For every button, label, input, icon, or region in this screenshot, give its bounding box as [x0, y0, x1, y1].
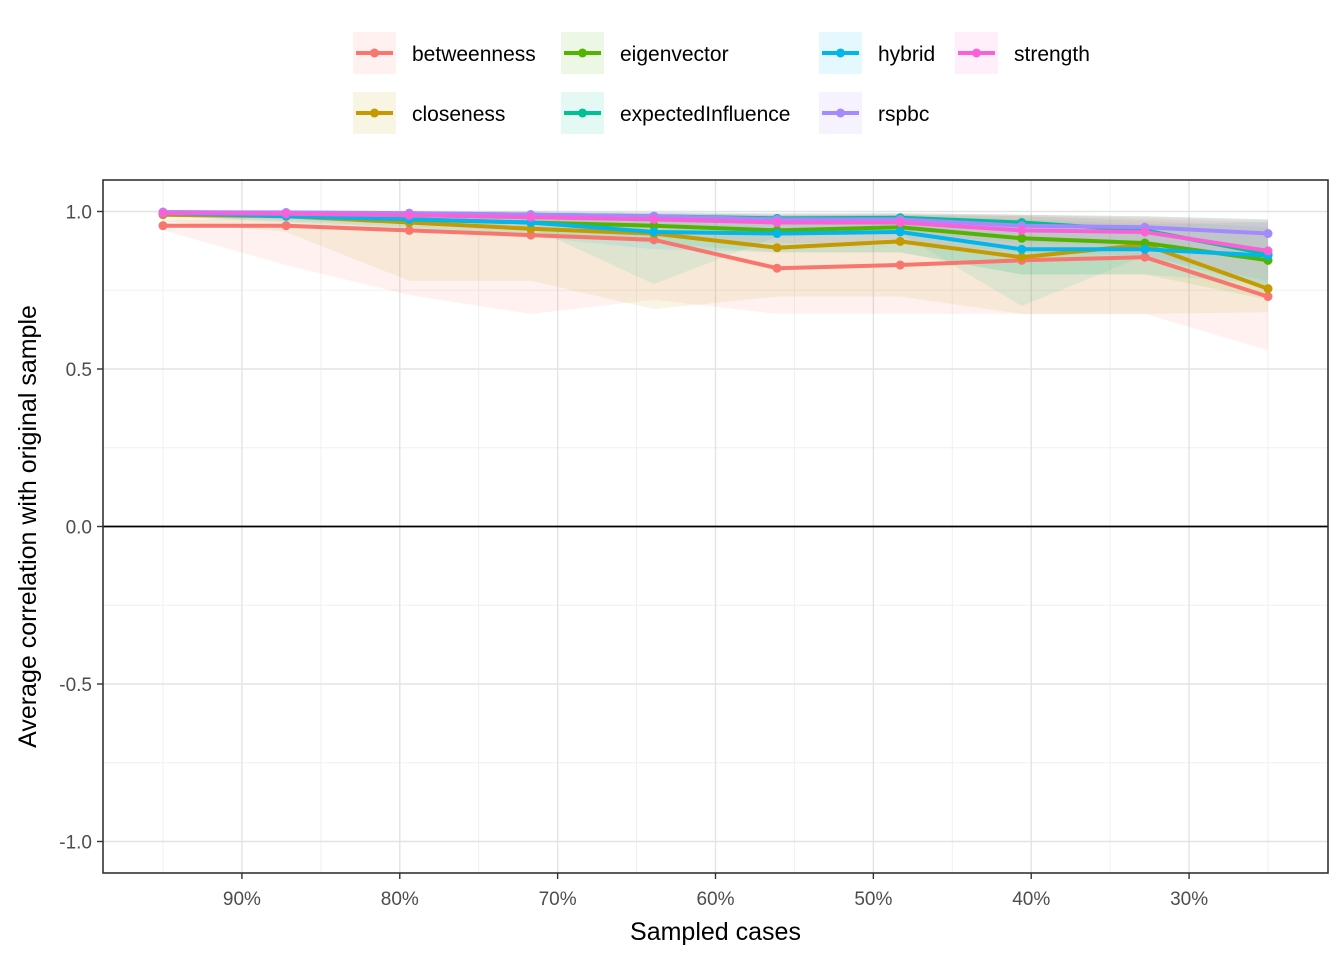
- x-tick-label: 40%: [1012, 889, 1050, 910]
- legend-point-hybrid: [836, 48, 845, 58]
- y-tick-label: -0.5: [59, 675, 92, 696]
- legend-point-rspbc: [836, 108, 845, 118]
- ribbon-eigenvector: [163, 211, 1268, 300]
- data-point-strength: [1263, 246, 1273, 256]
- data-point-strength: [404, 210, 414, 220]
- x-tick-label: 70%: [539, 889, 577, 910]
- x-tick-label: 30%: [1170, 889, 1208, 910]
- y-tick-label: 0.0: [66, 518, 92, 539]
- data-point-closeness: [1263, 284, 1273, 294]
- data-point-betweenness: [158, 221, 168, 231]
- y-axis-title: Average correlation with original sample: [14, 305, 42, 748]
- data-point-strength: [895, 218, 905, 228]
- data-point-hybrid: [1140, 244, 1150, 254]
- legend-item-strength: strength: [955, 32, 1090, 74]
- legend-item-hybrid: hybrid: [819, 32, 935, 74]
- y-tick-label: 1.0: [66, 203, 92, 224]
- data-point-eigenvector: [1017, 233, 1027, 243]
- data-point-hybrid: [649, 227, 659, 237]
- data-point-betweenness: [404, 225, 414, 235]
- legend-label-strength: strength: [1014, 43, 1090, 66]
- legend-item-betweenness: betweenness: [353, 32, 536, 74]
- legend-label-eigenvector: eigenvector: [620, 43, 729, 66]
- legend-point-strength: [972, 48, 981, 58]
- legend-point-betweenness: [370, 48, 379, 58]
- legend-label-rspbc: rspbc: [878, 103, 929, 126]
- data-point-betweenness: [281, 221, 291, 231]
- series-line-strength: [162, 211, 1269, 253]
- y-tick-label: -1.0: [59, 833, 92, 854]
- y-axis: -1.0 -0.5 0.0 0.5 1.0: [59, 203, 103, 854]
- x-axis-title: Sampled cases: [630, 918, 801, 946]
- data-point-rspbc: [1263, 229, 1273, 239]
- ribbon-betweenness: [163, 213, 1268, 351]
- data-point-hybrid: [895, 227, 905, 237]
- legend-point-closeness: [370, 108, 379, 118]
- data-point-betweenness: [1263, 292, 1273, 302]
- legend-label-closeness: closeness: [412, 103, 505, 126]
- data-point-strength: [526, 212, 536, 222]
- data-point-strength: [772, 218, 782, 228]
- data-point-closeness: [895, 236, 905, 246]
- legend-point-expectedInfluence: [578, 108, 587, 118]
- series-strength: [158, 208, 1273, 256]
- data-point-strength: [281, 209, 291, 219]
- data-point-strength: [158, 208, 168, 218]
- x-tick-label: 50%: [854, 889, 892, 910]
- series-betweenness: [158, 221, 1273, 302]
- legend-item-closeness: closeness: [353, 92, 505, 134]
- data-point-betweenness: [895, 260, 905, 270]
- data-point-betweenness: [649, 235, 659, 245]
- data-point-strength: [1017, 225, 1027, 235]
- legend-item-rspbc: rspbc: [819, 92, 929, 134]
- x-axis: 90% 80% 70% 60% 50% 40% 30%: [223, 873, 1208, 910]
- data-point-hybrid: [772, 229, 782, 239]
- data-point-strength: [1140, 227, 1150, 237]
- series-line-betweenness: [163, 223, 1269, 299]
- legend-item-expectedInfluence: expectedInfluence: [561, 92, 790, 134]
- data-point-betweenness: [1140, 252, 1150, 262]
- data-point-betweenness: [772, 263, 782, 273]
- data-point-hybrid: [1017, 244, 1027, 254]
- legend-item-eigenvector: eigenvector: [561, 32, 729, 74]
- data-point-eigenvector: [1140, 238, 1150, 248]
- x-tick-label: 90%: [223, 889, 261, 910]
- legend-label-betweenness: betweenness: [412, 43, 536, 66]
- x-tick-label: 60%: [696, 889, 734, 910]
- legend-point-eigenvector: [578, 48, 587, 58]
- data-point-closeness: [526, 224, 536, 234]
- x-tick-label: 80%: [381, 889, 419, 910]
- data-point-strength: [649, 214, 659, 224]
- data-point-betweenness: [526, 230, 536, 240]
- legend-label-hybrid: hybrid: [878, 43, 935, 66]
- legend-label-expectedInfluence: expectedInfluence: [620, 103, 790, 126]
- data-point-closeness: [772, 243, 782, 253]
- data-point-closeness: [1017, 252, 1027, 262]
- y-tick-label: 0.5: [66, 360, 92, 381]
- plot-panel: [102, 179, 1329, 874]
- legend: betweenness closeness eigenvector expectedI…: [353, 32, 1090, 134]
- data-point-eigenvector: [649, 221, 659, 231]
- series-line-hybrid: [162, 211, 1269, 258]
